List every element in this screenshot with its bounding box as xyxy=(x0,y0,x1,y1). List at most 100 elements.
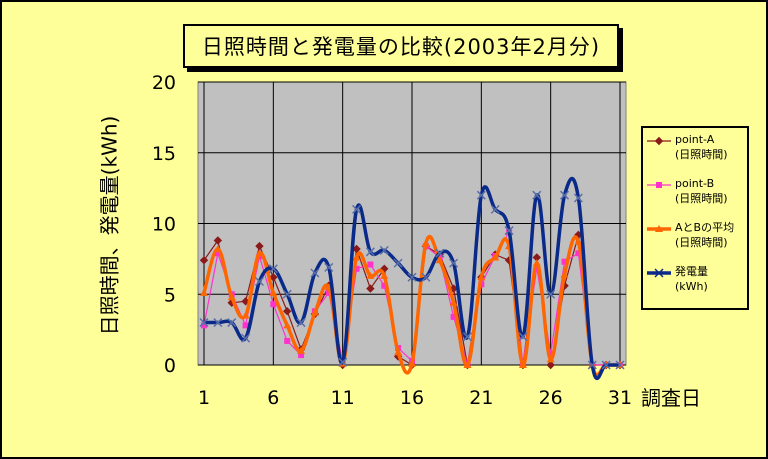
data-point xyxy=(381,282,388,289)
data-point xyxy=(463,361,472,368)
data-point xyxy=(242,322,249,329)
x-tick-label: 26 xyxy=(539,387,563,409)
data-point xyxy=(547,350,554,357)
data-point xyxy=(574,237,583,245)
legend-item: point-A (日照時間) xyxy=(645,132,747,176)
data-point xyxy=(546,289,556,299)
data-point xyxy=(560,270,569,278)
data-point xyxy=(435,256,444,264)
series-4 xyxy=(199,176,625,381)
data-point xyxy=(518,332,528,342)
legend-label: 発電量 (kWh) xyxy=(675,265,708,293)
x-tick-label: 21 xyxy=(469,387,493,409)
data-point xyxy=(379,245,389,255)
data-point xyxy=(282,289,292,299)
data-point xyxy=(213,318,223,328)
data-point xyxy=(408,359,416,367)
data-point xyxy=(449,258,459,268)
legend-marker xyxy=(655,225,663,232)
series-group xyxy=(199,176,625,381)
data-point xyxy=(367,261,374,268)
data-point xyxy=(587,360,597,370)
legend-symbol xyxy=(647,225,671,232)
data-point xyxy=(561,258,568,265)
data-point xyxy=(462,332,472,342)
x-tick-label: 6 xyxy=(267,387,279,409)
data-point xyxy=(254,276,264,287)
data-point xyxy=(310,268,320,278)
data-point xyxy=(284,337,291,344)
x-tick-label: 11 xyxy=(331,387,355,409)
data-point xyxy=(297,346,306,354)
y-tick-label: 0 xyxy=(164,355,176,377)
data-point xyxy=(504,226,514,236)
data-point xyxy=(213,236,223,245)
data-point xyxy=(227,318,237,328)
x-axis-label: 調査日 xyxy=(641,386,701,410)
y-tick-label: 10 xyxy=(152,214,176,236)
grid-lines xyxy=(198,81,626,366)
data-point xyxy=(615,360,625,370)
data-point xyxy=(560,190,570,200)
legend-item: 発電量 (kWh) xyxy=(645,264,747,308)
data-point xyxy=(393,258,403,268)
data-point xyxy=(213,244,222,252)
y-tick-label: 20 xyxy=(152,72,176,94)
legend: point-A (日照時間) point-B (日照時間) AとBの平均 (日照時間… xyxy=(641,126,749,310)
data-point xyxy=(270,301,277,308)
data-point xyxy=(450,313,457,320)
data-point xyxy=(573,193,583,203)
data-point xyxy=(255,249,264,257)
legend-symbol xyxy=(647,268,671,278)
data-point xyxy=(296,318,306,328)
data-point xyxy=(601,360,611,370)
legend-marker xyxy=(654,268,664,278)
data-point xyxy=(338,357,348,367)
data-point xyxy=(241,333,251,343)
data-point xyxy=(532,190,542,200)
data-point xyxy=(282,307,292,316)
data-point xyxy=(435,248,445,258)
data-point xyxy=(283,321,292,329)
data-point xyxy=(476,190,486,200)
data-point xyxy=(324,262,334,272)
data-point xyxy=(546,360,555,370)
data-point xyxy=(366,284,375,293)
data-point xyxy=(241,311,250,319)
x-tick-labels: 1 6 11 16 21 26 31 xyxy=(198,387,632,409)
data-point xyxy=(421,272,431,282)
data-point xyxy=(407,272,417,282)
data-point xyxy=(546,355,555,363)
legend-label: point-B (日照時間) xyxy=(675,177,728,205)
legend-marker xyxy=(654,136,664,146)
data-point xyxy=(214,250,221,257)
data-point xyxy=(200,288,208,296)
legend-label: AとBの平均 (日照時間) xyxy=(675,221,735,249)
data-point xyxy=(201,322,207,329)
data-point xyxy=(298,352,305,359)
data-point xyxy=(269,288,278,296)
data-point xyxy=(353,265,360,272)
data-point xyxy=(490,204,500,214)
x-tick-label: 31 xyxy=(608,387,632,409)
data-point xyxy=(366,271,375,279)
y-tick-label: 15 xyxy=(152,143,176,165)
y-tick-labels: 0 5 10 15 20 xyxy=(152,72,176,377)
legend-item: point-B (日照時間) xyxy=(645,176,747,220)
data-point xyxy=(449,298,458,306)
legend-label: point-A (日照時間) xyxy=(675,133,728,161)
data-point xyxy=(310,308,319,316)
data-point xyxy=(518,361,527,368)
data-point xyxy=(380,271,389,279)
chart-title-box: 日照時間と発電量の比較(2003年2月分) xyxy=(183,24,619,68)
data-point xyxy=(532,259,541,267)
data-point xyxy=(268,264,278,274)
x-tick-label: 16 xyxy=(400,387,424,409)
y-axis-label-wrap: 日照時間、発電量(kWh) xyxy=(88,95,128,355)
data-point xyxy=(421,239,430,247)
data-point xyxy=(533,264,540,271)
data-point xyxy=(227,293,236,301)
data-point xyxy=(365,247,375,257)
